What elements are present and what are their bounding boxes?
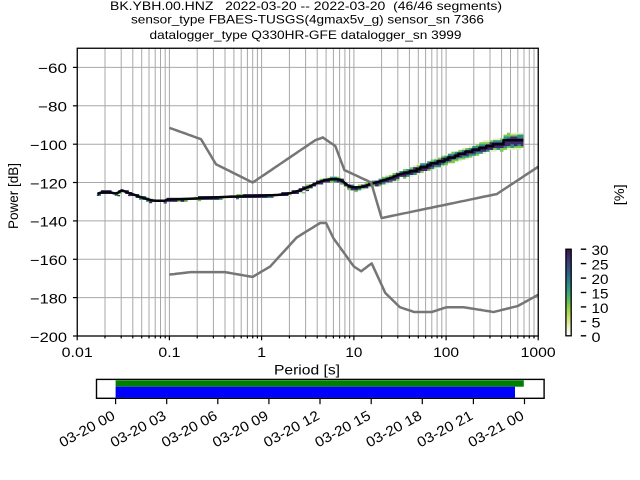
svg-text:0: 0 [592,329,601,345]
svg-text:−100: −100 [30,137,67,153]
svg-text:0.01: 0.01 [62,344,93,360]
svg-text:10: 10 [345,344,362,360]
svg-text:−200: −200 [30,329,67,345]
svg-text:5: 5 [592,314,601,330]
svg-text:datalogger_type Q330HR-GFE dat: datalogger_type Q330HR-GFE datalogger_sn… [150,29,462,42]
svg-text:−60: −60 [38,60,67,76]
svg-text:100: 100 [433,344,459,360]
svg-text:0.1: 0.1 [158,344,180,360]
svg-text:−120: −120 [30,175,67,191]
svg-text:−140: −140 [30,214,67,230]
svg-text:10: 10 [592,300,609,316]
svg-text:1000: 1000 [521,344,556,360]
svg-text:−180: −180 [30,290,67,306]
svg-text:sensor_type FBAES-TUSGS(4gmax5: sensor_type FBAES-TUSGS(4gmax5v_g) senso… [131,14,484,27]
svg-text:1: 1 [257,344,266,360]
svg-text:30: 30 [592,242,609,258]
svg-text:[%]: [%] [611,184,627,205]
svg-text:20: 20 [592,271,609,287]
svg-text:BK.YBH.00.HNZ 2022-03-20 --: BK.YBH.00.HNZ 2022-03-20 -- 2022-03-20 (… [110,0,502,13]
svg-text:Period [s]: Period [s] [274,361,340,377]
svg-text:25: 25 [592,257,609,273]
svg-text:−80: −80 [38,99,67,115]
svg-text:Power [dB]: Power [dB] [5,163,21,229]
svg-text:15: 15 [592,286,609,302]
svg-text:−160: −160 [30,252,67,268]
